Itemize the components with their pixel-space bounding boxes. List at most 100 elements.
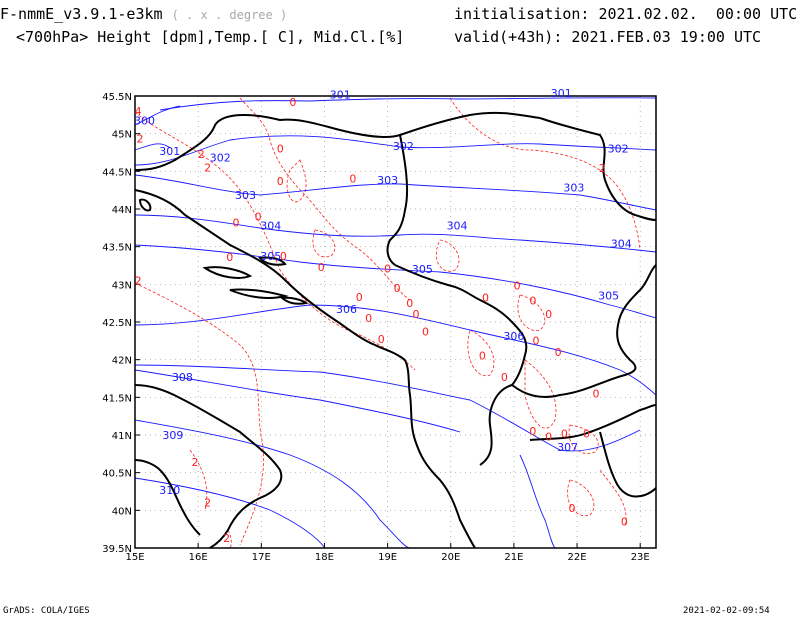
- height-contour-label: 307: [557, 441, 578, 454]
- greece-coast: [529, 404, 657, 441]
- lat-tick-label: 42.5N: [102, 318, 132, 329]
- temperature-contour-label: 2: [599, 162, 606, 175]
- temperature-contour-label: 0: [482, 292, 489, 305]
- height-contour-label: 306: [503, 330, 524, 343]
- valid-value: 2021.FEB.03 19:00 UTC: [571, 28, 762, 46]
- height-contour-309: [134, 419, 411, 549]
- lat-tick-label: 44.5N: [102, 167, 132, 178]
- island-2: [229, 288, 289, 299]
- height-contour-301: [159, 97, 657, 111]
- height-contour-label: 302: [608, 143, 629, 156]
- height-contour-306: [134, 304, 657, 396]
- island-5: [138, 198, 152, 212]
- valid-label: valid(+43h):: [454, 28, 563, 46]
- height-contour-label: 310: [159, 484, 180, 497]
- height-contours: [134, 97, 657, 549]
- temperature-contour-label: 2: [191, 456, 198, 469]
- temperature-contour-label: 0: [349, 173, 356, 186]
- height-contour-label: 301: [551, 87, 572, 100]
- temperature-contour-label: 0: [514, 280, 521, 293]
- temperature-contour-label: 0: [255, 210, 262, 223]
- temperature-contour-label: 4: [135, 105, 142, 118]
- model-name: F-nmmE_v3.9.1-e3km: [0, 5, 163, 23]
- temperature-contour-label: 0: [593, 387, 600, 400]
- temperature-contour-label: 2: [204, 497, 211, 510]
- lon-tick-label: 17E: [252, 552, 271, 563]
- lat-tick-label: 40.5N: [102, 469, 132, 480]
- temperature-contour-label: 0: [356, 291, 363, 304]
- temperature-contour: [567, 479, 595, 517]
- height-contour-301b: [134, 143, 171, 151]
- temperature-contour: [524, 359, 557, 429]
- island-1: [202, 266, 253, 279]
- lon-tick-label: 22E: [568, 552, 587, 563]
- temperature-contour-label: 0: [233, 216, 240, 229]
- temperature-contour-label: 0: [289, 96, 296, 109]
- temperature-contour: [435, 239, 460, 272]
- height-contour-label: 309: [162, 429, 183, 442]
- lat-tick-label: 41.5N: [102, 393, 132, 404]
- height-contour-300: [134, 105, 181, 126]
- temperature-contour-label: 2: [204, 161, 211, 174]
- height-contour-307: [134, 364, 641, 452]
- height-contour-labels: 300 301 301 301 302 302 302 303 303 303 304 304 304 3…: [134, 87, 632, 497]
- temperature-contour-label: 0: [621, 515, 628, 528]
- temperature-contour-label: 2: [198, 148, 205, 161]
- greece-border: [599, 431, 657, 498]
- temperature-contour: [568, 424, 599, 454]
- temperature-contour-label: 0: [583, 427, 590, 440]
- temperature-contour: [449, 97, 641, 251]
- temperature-contour: [286, 159, 307, 203]
- temperature-contour: [599, 469, 627, 526]
- temperature-contour: [134, 282, 264, 546]
- island-3: [258, 256, 287, 266]
- height-contour-label: 301: [159, 145, 180, 158]
- footer-timestamp: 2021-02-02-09:54: [683, 606, 770, 616]
- temperature-contour-label: 2: [137, 133, 144, 146]
- temperature-contour-label: 0: [555, 346, 562, 359]
- temperature-contour-label: 0: [277, 143, 284, 156]
- lon-tick-label: 18E: [315, 552, 334, 563]
- temperature-contour-label: 0: [280, 250, 287, 263]
- lat-tick-label: 43N: [112, 280, 132, 291]
- coastlines-and-borders: [134, 111, 657, 549]
- temperature-contour-label: 0: [226, 251, 233, 264]
- temperature-contour-label: 0: [569, 502, 576, 515]
- temperature-contour-label: 0: [406, 297, 413, 310]
- temperature-contour-label: 0: [413, 308, 420, 321]
- temperature-contour: [312, 229, 336, 258]
- height-contour-label: 304: [447, 219, 468, 232]
- height-contour-label: 305: [260, 250, 281, 263]
- lat-tick-label: 43.5N: [102, 243, 132, 254]
- height-contour-label: 304: [260, 219, 281, 232]
- footer-credit: GrADS: COLA/IGES: [3, 606, 90, 616]
- temperature-contour-label: 0: [365, 312, 372, 325]
- height-contour-label: 300: [134, 115, 155, 128]
- model-title: F-nmmE_v3.9.1-e3km ( . x . degree ): [0, 5, 287, 23]
- lon-tick-label: 16E: [189, 552, 208, 563]
- height-contour-label: 308: [172, 371, 193, 384]
- height-contour-307b: [519, 454, 556, 549]
- height-contour-label: 306: [336, 303, 357, 316]
- temperature-contour-label: 0: [422, 326, 429, 339]
- island-4: [279, 296, 309, 305]
- height-contour-305: [134, 244, 657, 319]
- lat-tick-label: 39.5N: [102, 544, 132, 555]
- height-contour-302: [134, 135, 657, 166]
- temperature-contour-label: 0: [318, 261, 325, 274]
- temperature-contour-label: 2: [135, 274, 142, 287]
- temperature-contour-label: 0: [545, 430, 552, 443]
- height-contour-label: 303: [563, 182, 584, 195]
- lon-tick-label: 19E: [378, 552, 397, 563]
- border-line: [134, 111, 541, 171]
- temperature-contour-label: 0: [545, 308, 552, 321]
- temperature-contour: [189, 449, 208, 511]
- height-contour-label: 305: [598, 289, 619, 302]
- lat-tick-label: 41N: [112, 431, 132, 442]
- adriatic-coast-east: [134, 189, 406, 361]
- temperature-contour-label: 0: [529, 295, 536, 308]
- lon-tick-label: 15E: [125, 552, 144, 563]
- temperature-contour-label: 0: [561, 427, 568, 440]
- italy-coast: [134, 384, 283, 549]
